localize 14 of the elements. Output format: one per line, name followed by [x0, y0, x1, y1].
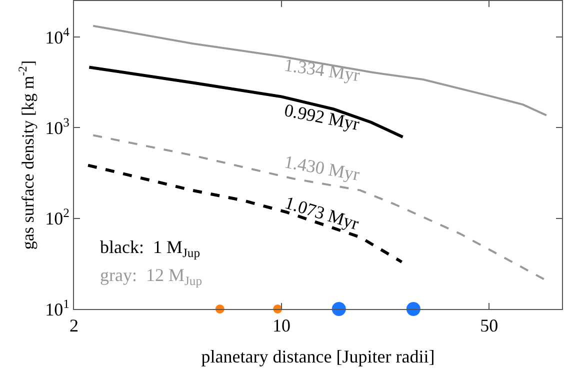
annotation: black: 1 M$_{Jup}$ — [100, 237, 200, 260]
y-tick-label: 10$^{2}$ — [45, 206, 70, 229]
annotation: 1.430 Myr — [282, 152, 362, 184]
annotation: 1.073 Myr — [282, 192, 362, 234]
annotation: 0.992 Myr — [282, 100, 362, 134]
x-tick-label: 2 — [70, 316, 78, 336]
y-tick-label: 10$^{4}$ — [45, 24, 70, 48]
y-tick-label: 10$^{3}$ — [45, 115, 70, 138]
x-axis-title: planetary distance [Jupiter radii] — [201, 346, 435, 367]
annotation: gray: 12 M$_{Jup}$ — [100, 265, 202, 288]
x-tick-label: 50 — [480, 316, 498, 336]
y-tick-label: 10$^{1}$ — [45, 296, 70, 320]
annotation: 1.334 Myr — [283, 54, 362, 86]
x-tick-label: 10 — [272, 316, 291, 336]
